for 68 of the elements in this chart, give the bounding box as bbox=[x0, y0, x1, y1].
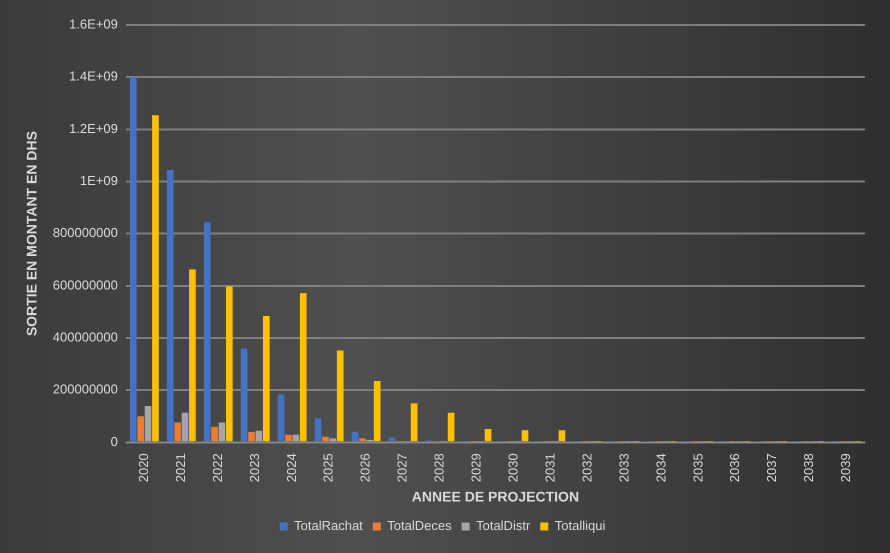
x-tick-label: 2026 bbox=[358, 453, 373, 482]
x-tick-label: 2031 bbox=[542, 453, 558, 482]
bar bbox=[374, 380, 380, 442]
x-tick-label: 2034 bbox=[653, 453, 668, 482]
x-tick-label: 2036 bbox=[727, 453, 742, 482]
x-tick-label: 2032 bbox=[579, 453, 594, 482]
x-tick-label: 2037 bbox=[764, 453, 780, 482]
bar bbox=[226, 286, 233, 442]
bar bbox=[322, 436, 329, 442]
legend-label: TotalDistr bbox=[476, 518, 531, 534]
bar bbox=[359, 438, 366, 442]
bar bbox=[278, 394, 284, 442]
bar bbox=[182, 412, 188, 442]
y-tick-label: 400000000 bbox=[52, 330, 118, 345]
bar bbox=[285, 434, 292, 442]
x-tick-label: 2023 bbox=[246, 453, 262, 482]
bar bbox=[256, 430, 262, 442]
legend-label: TotalDeces bbox=[387, 518, 452, 534]
x-tick-label: 2024 bbox=[284, 453, 299, 482]
bar bbox=[330, 438, 336, 442]
x-tick-label: 2021 bbox=[172, 453, 188, 482]
x-tick-label: 2025 bbox=[320, 453, 336, 482]
y-tick-label: 0 bbox=[110, 434, 118, 449]
x-tick-label: 2028 bbox=[432, 453, 447, 482]
bar bbox=[144, 406, 152, 442]
x-tick-label: 2027 bbox=[394, 453, 410, 482]
bar bbox=[130, 77, 137, 442]
y-tick-label: 1.2E+09 bbox=[69, 120, 118, 136]
bar bbox=[484, 428, 492, 442]
bar bbox=[388, 437, 396, 442]
y-tick-label: 1.6E+09 bbox=[69, 16, 118, 32]
bar bbox=[204, 222, 210, 442]
bar bbox=[262, 316, 270, 442]
bar bbox=[292, 434, 300, 442]
x-tick-label: 2020 bbox=[136, 453, 151, 482]
bar bbox=[189, 269, 196, 442]
bar bbox=[218, 422, 226, 442]
bar bbox=[166, 170, 174, 442]
x-tick-label: 2035 bbox=[690, 453, 706, 482]
x-tick-label: 2022 bbox=[210, 453, 225, 482]
y-tick-label: 1.4E+09 bbox=[69, 68, 118, 84]
bar bbox=[352, 432, 358, 442]
x-tick-label: 2029 bbox=[468, 453, 484, 482]
x-tick-label: 2033 bbox=[616, 453, 632, 482]
y-tick-label: 600000000 bbox=[52, 277, 118, 292]
y-tick-label: 200000000 bbox=[52, 382, 118, 397]
bar bbox=[248, 432, 255, 442]
bar bbox=[211, 426, 218, 442]
y-tick-label: 800000000 bbox=[52, 225, 118, 240]
bar bbox=[336, 350, 344, 442]
x-tick-label: 2030 bbox=[505, 453, 520, 482]
y-tick-label: 1E+09 bbox=[80, 173, 118, 188]
bar bbox=[314, 418, 322, 442]
x-tick-label: 2039 bbox=[838, 453, 854, 482]
x-tick-label: 2038 bbox=[801, 453, 816, 482]
bar bbox=[152, 115, 159, 442]
bar bbox=[558, 430, 566, 442]
bar bbox=[240, 348, 248, 442]
x-axis-title: ANNEE DE PROJECTION bbox=[412, 488, 580, 504]
legend-label: TotalRachat bbox=[294, 518, 364, 534]
bar bbox=[522, 430, 528, 442]
bar bbox=[410, 403, 418, 442]
bar bbox=[174, 422, 181, 442]
legend-label: Totalliqui bbox=[554, 518, 606, 534]
bar bbox=[300, 293, 307, 442]
bar bbox=[137, 416, 144, 442]
y-axis-title: SORTIE EN MONTANT EN DHS bbox=[23, 131, 40, 336]
bar bbox=[448, 412, 454, 442]
